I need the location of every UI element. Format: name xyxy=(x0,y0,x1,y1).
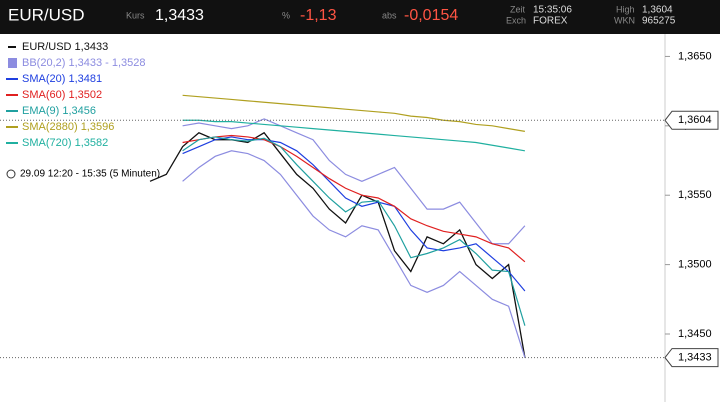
label: Exch xyxy=(506,15,526,25)
legend-icon xyxy=(8,58,17,68)
label: % xyxy=(282,10,290,20)
series-line xyxy=(182,94,526,132)
label: Kurs xyxy=(126,10,145,20)
value: 15:35:06 xyxy=(533,5,572,16)
legend-label: EUR/USD 1,3433 xyxy=(22,41,108,53)
marker-label: 1,3604 xyxy=(678,114,712,126)
legend-label: EMA(9) 1,3456 xyxy=(22,105,96,117)
value: 965275 xyxy=(642,16,676,27)
series-line xyxy=(182,118,526,245)
label: abs xyxy=(382,10,397,20)
clock-icon xyxy=(6,169,16,179)
header-bar xyxy=(0,0,720,34)
y-tick-label: 1,3450 xyxy=(678,328,712,340)
series-line xyxy=(182,119,526,152)
legend-label: SMA(20) 1,3481 xyxy=(22,73,102,85)
legend-label: SMA(2880) 1,3596 xyxy=(22,121,114,133)
series-line xyxy=(149,131,526,358)
value: -1,13 xyxy=(300,7,337,24)
legend-label: SMA(60) 1,3502 xyxy=(22,89,102,101)
marker-box xyxy=(664,348,719,368)
series-line xyxy=(182,136,526,292)
y-tick-label: 1,3650 xyxy=(678,50,712,62)
period: 29.09 12:20 - 15:35 (5 Minuten) xyxy=(20,169,160,180)
label: Zeit xyxy=(510,4,526,14)
value: FOREX xyxy=(533,16,568,27)
value: 1,3433 xyxy=(155,7,204,24)
value: 1,3604 xyxy=(642,5,673,16)
label: High xyxy=(616,4,635,14)
label: WKN xyxy=(614,15,635,25)
legend-label: BB(20,2) 1,3433 - 1,3528 xyxy=(22,57,146,69)
y-tick-label: 1,3500 xyxy=(678,259,712,271)
y-tick-label: 1,3550 xyxy=(678,189,712,201)
value: -0,0154 xyxy=(404,7,458,24)
series-line xyxy=(182,134,526,263)
symbol: EUR/USD xyxy=(8,5,85,24)
marker-box xyxy=(664,110,719,130)
marker-label: 1,3433 xyxy=(678,351,712,363)
legend-label: SMA(720) 1,3582 xyxy=(22,137,108,149)
band-lower xyxy=(182,150,526,358)
series-line xyxy=(182,136,526,326)
